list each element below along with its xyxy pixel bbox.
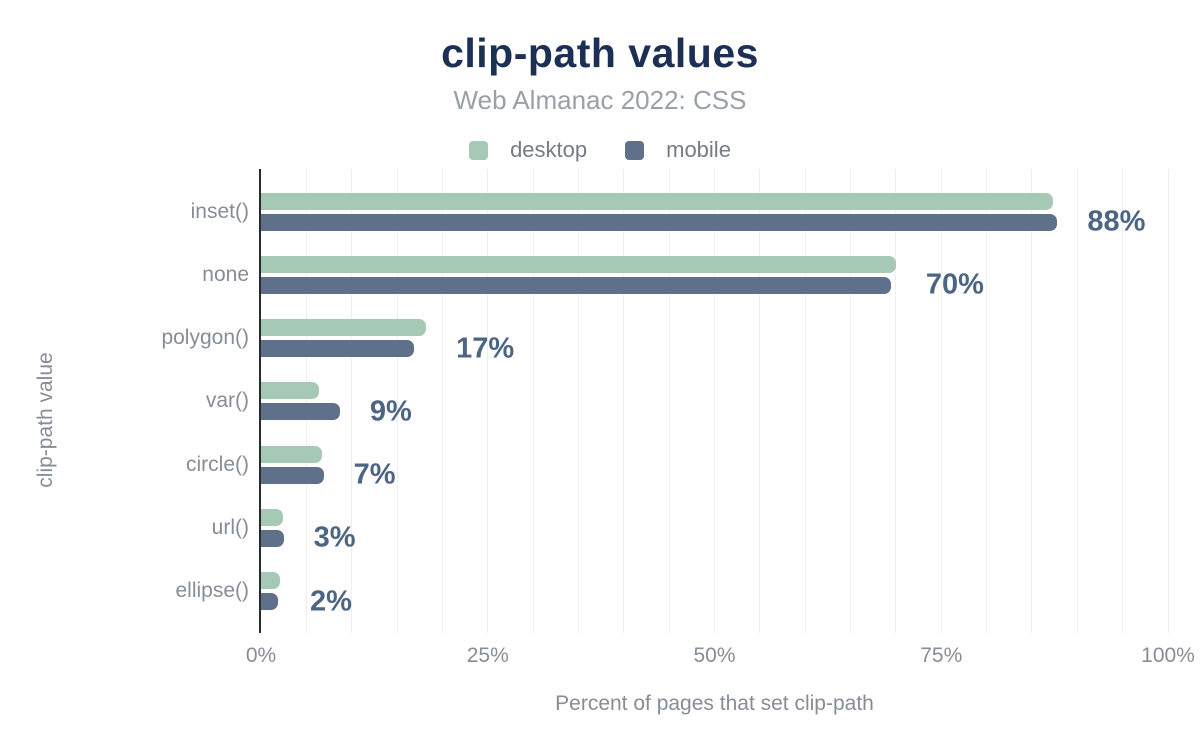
desktop-swatch-icon [469,140,489,160]
bar-row: inset() 88% [191,180,1168,243]
y-axis-title: clip-path value [34,352,57,488]
chart-subtitle: Web Almanac 2022: CSS [453,85,747,115]
bar-desktop[interactable] [261,445,322,463]
bar-row: polygon() 17% [161,307,1168,370]
x-tick-label: 50% [693,644,736,667]
gridline [623,169,625,633]
grid-layer [261,169,1169,633]
value-label: 2% [310,585,352,618]
bar-row: ellipse() 2% [175,560,1168,623]
bar-desktop[interactable] [261,255,896,273]
gridline [668,169,670,633]
bar-pair [261,192,1168,231]
bar-desktop[interactable] [261,319,427,337]
bar-row: url() 3% [212,496,1168,559]
category-label: circle() [186,452,249,476]
category-label: inset() [190,199,249,223]
gridline [895,169,897,633]
gridline [986,169,988,633]
legend-label-desktop: desktop [510,137,588,162]
gridline [396,169,398,633]
value-label: 70% [925,268,984,301]
bar-pair [261,319,1168,358]
category-label: url() [211,515,249,539]
bar-pair [261,445,1168,484]
chart-title: clip-path values [441,30,759,76]
bar-desktop[interactable] [261,572,281,590]
bar-mobile[interactable] [261,340,415,358]
bar-mobile[interactable] [261,403,340,421]
bar-mobile[interactable] [261,529,284,547]
gridline [850,169,852,633]
gridline [1167,169,1169,633]
category-label: polygon() [161,326,249,350]
gridline [714,169,715,633]
gridline [487,169,489,633]
value-label: 88% [1087,205,1146,238]
gridline [1031,169,1033,633]
legend-item-mobile[interactable]: mobile [625,137,731,163]
category-label: none [202,262,249,286]
category-label: var() [205,389,249,413]
gridline [759,169,761,633]
gridline [305,169,307,633]
value-label: 9% [369,395,412,428]
x-tick-label: 0% [245,644,277,667]
bar-mobile[interactable] [261,276,892,294]
bar-pair [261,255,1168,294]
gridline [441,169,443,633]
bar-desktop[interactable] [261,508,283,526]
category-label: ellipse() [175,579,249,603]
gridline [940,169,942,633]
bar-row: var() 9% [206,370,1168,433]
value-label: 3% [313,521,356,554]
mobile-swatch-icon [625,140,645,160]
x-tick-label: 75% [920,644,963,667]
bar-mobile[interactable] [261,213,1058,231]
x-tick-label: 100% [1141,644,1195,667]
value-label: 7% [353,458,396,491]
gridline [532,169,534,633]
y-axis-line [259,169,261,633]
plot-area: inset() 88% none 70% polygon() 17% var() 9% circ… [161,180,1168,623]
bar-mobile[interactable] [261,466,324,484]
gridline [804,169,806,633]
legend-label-mobile: mobile [666,137,731,162]
bar-desktop[interactable] [261,192,1053,210]
bar-desktop[interactable] [261,382,320,400]
bar-row: circle() 7% [186,433,1168,496]
value-label: 17% [456,332,515,365]
legend: desktop mobile [0,137,1200,163]
bar-pair [261,508,1168,547]
x-axis-ticks: 0% 25% 50% 75% 100% [246,644,1195,668]
bar-mobile[interactable] [261,593,279,611]
x-tick-label: 25% [466,644,509,667]
gridline [577,169,579,633]
bar-pair [261,572,1168,611]
gridline [351,169,353,633]
bar-row: none 70% [202,243,1168,306]
bar-pair [261,382,1168,421]
legend-item-desktop[interactable]: desktop [469,137,587,163]
gridline [1122,169,1124,633]
gridline [1076,169,1078,633]
x-axis-title: Percent of pages that set clip-path [555,692,874,715]
